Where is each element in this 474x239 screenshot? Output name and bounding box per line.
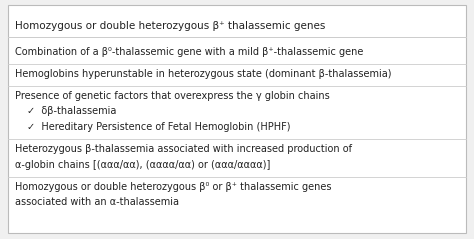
Text: Homozygous or double heterozygous β⁺ thalassemic genes: Homozygous or double heterozygous β⁺ tha…	[15, 21, 325, 31]
Text: Homozygous or double heterozygous β⁰ or β⁺ thalassemic genes: Homozygous or double heterozygous β⁰ or …	[15, 181, 331, 191]
Text: Hemoglobins hyperunstable in heterozygous state (dominant β-thalassemia): Hemoglobins hyperunstable in heterozygou…	[15, 69, 392, 79]
Text: associated with an α-thalassemia: associated with an α-thalassemia	[15, 197, 179, 207]
Text: ✓  Hereditary Persistence of Fetal Hemoglobin (HPHF): ✓ Hereditary Persistence of Fetal Hemogl…	[27, 122, 291, 132]
Text: ✓  δβ-thalassemia: ✓ δβ-thalassemia	[27, 107, 117, 116]
Text: Heterozygous β-thalassemia associated with increased production of: Heterozygous β-thalassemia associated wi…	[15, 144, 352, 154]
Text: Combination of a β⁰-thalassemic gene with a mild β⁺-thalassemic gene: Combination of a β⁰-thalassemic gene wit…	[15, 47, 364, 57]
Text: α-globin chains [(ααα/αα), (αααα/αα) or (ααα/αααα)]: α-globin chains [(ααα/αα), (αααα/αα) or …	[15, 159, 270, 169]
Text: Presence of genetic factors that overexpress the γ globin chains: Presence of genetic factors that overexp…	[15, 91, 330, 101]
